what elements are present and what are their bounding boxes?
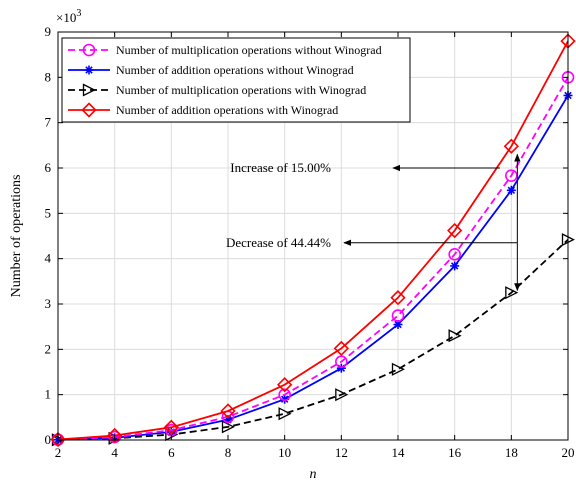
legend-label: Number of addition operations without Wi… xyxy=(116,63,354,77)
x-axis-title: n xyxy=(310,467,317,482)
marker-diamond xyxy=(447,222,463,239)
marker-asterisk xyxy=(84,65,94,75)
x-tick-label: 14 xyxy=(392,445,406,460)
x-tick-label: 20 xyxy=(562,445,575,460)
x-tick-label: 6 xyxy=(168,445,175,460)
y-axis-scale-label: ×103 xyxy=(56,8,81,25)
marker-asterisk-stroke xyxy=(450,262,459,270)
annotation-increase: Increase of 15.00% xyxy=(230,160,331,175)
series-line xyxy=(57,76,569,441)
marker-diamond xyxy=(333,340,349,357)
annotations: Increase of 15.00% Decrease of 44.44% xyxy=(226,153,521,292)
marker-asterisk xyxy=(506,185,516,195)
marker-diamond xyxy=(107,427,123,444)
y-tick-label: 0 xyxy=(45,432,52,447)
marker-asterisk xyxy=(450,261,460,271)
legend-label: Number of multiplication operations with… xyxy=(116,43,382,57)
marker-asterisk-stroke xyxy=(507,186,516,195)
x-tick-label: 16 xyxy=(448,445,462,460)
y-tick-label: 8 xyxy=(45,69,52,84)
marker-diamond xyxy=(50,431,66,448)
marker-asterisk-stroke xyxy=(280,395,289,403)
marker-circle xyxy=(448,248,461,261)
x-tick-label: 2 xyxy=(55,445,62,460)
marker-circle xyxy=(391,309,405,322)
x-tick-label: 12 xyxy=(335,445,348,460)
marker-asterisk-stroke xyxy=(85,66,93,74)
marker-triangle xyxy=(82,83,96,97)
legend-label: Number of addition operations with Winog… xyxy=(116,103,338,117)
marker-asterisk-stroke xyxy=(394,320,402,329)
marker-diamond xyxy=(277,377,293,393)
marker-asterisk xyxy=(336,363,346,373)
marker-triangle xyxy=(391,362,405,376)
series-line xyxy=(57,238,569,441)
y-tick-label: 6 xyxy=(45,160,52,175)
marker-triangle xyxy=(335,388,349,402)
y-tick-label: 3 xyxy=(45,296,52,311)
x-tick-label: 10 xyxy=(278,445,291,460)
legend-label: Number of multiplication operations with… xyxy=(116,83,366,97)
annotation-decrease: Decrease of 44.44% xyxy=(226,235,331,250)
y-axis-title: Number of operations xyxy=(9,175,24,298)
marker-diamond xyxy=(220,403,236,419)
y-tick-label: 7 xyxy=(45,115,52,130)
y-tick-label: 5 xyxy=(45,205,52,220)
legend-box xyxy=(61,37,411,123)
marker-diamond xyxy=(503,138,519,154)
marker-triangle xyxy=(278,407,292,421)
y-tick-label: 4 xyxy=(45,251,52,266)
x-tick-label: 18 xyxy=(505,445,518,460)
y-tick-label: 1 xyxy=(45,387,52,402)
marker-triangle xyxy=(505,286,519,300)
marker-circle xyxy=(278,388,291,401)
marker-diamond xyxy=(390,290,406,306)
series-line xyxy=(57,95,569,441)
plot-frame xyxy=(57,31,569,441)
x-tick-label: 8 xyxy=(225,445,232,460)
legend: Number of multiplication operations with… xyxy=(61,37,411,123)
marker-diamond xyxy=(163,419,179,435)
x-tick-label: 4 xyxy=(111,445,118,460)
series-line xyxy=(57,40,569,441)
marker-circle xyxy=(335,355,348,368)
y-tick-label: 9 xyxy=(45,24,52,39)
marker-triangle xyxy=(448,329,462,343)
marker-circle xyxy=(82,43,96,57)
marker-diamond xyxy=(81,102,97,118)
y-tick-label: 2 xyxy=(45,341,52,356)
